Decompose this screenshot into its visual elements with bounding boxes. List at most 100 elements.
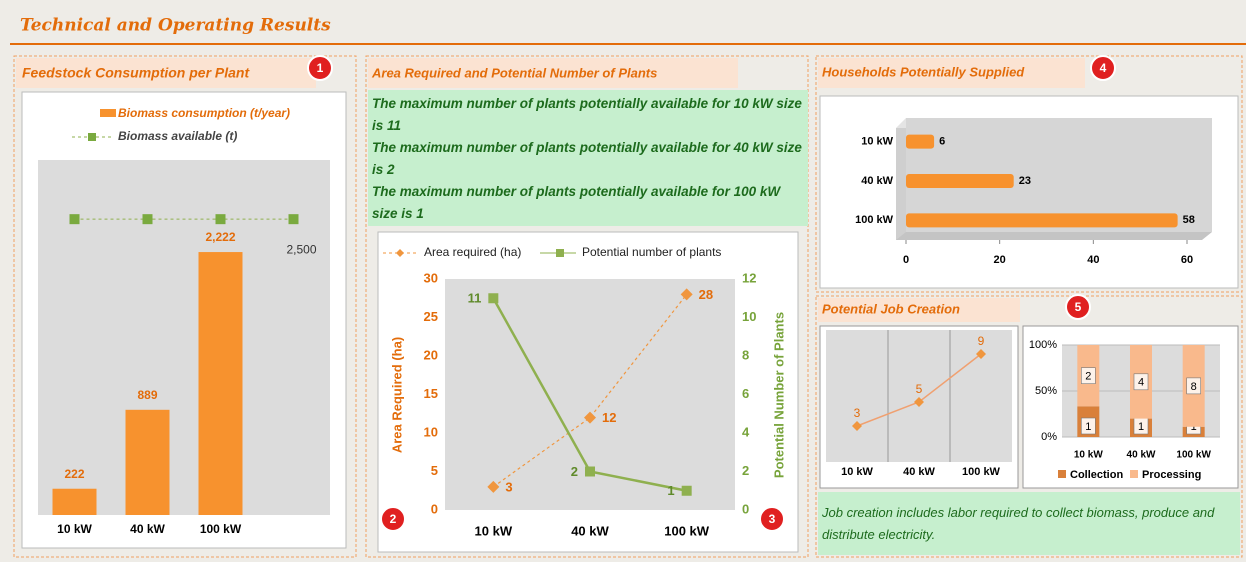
legend-swatch [100,109,116,117]
marker [69,214,80,225]
data-label: 2,222 [205,230,235,244]
y-tick-label: 50% [1035,385,1057,397]
marker [487,480,500,493]
data-label: 1 [1085,421,1091,433]
x-tick-label: 0 [903,254,909,266]
y2-tick-label: 4 [742,424,750,439]
data-label: 9 [978,334,985,348]
x-tick-label: 40 kW [903,466,935,478]
bar [125,409,170,515]
y-tick-label: 10 [424,424,438,439]
legend-label: Biomass available (t) [118,129,237,143]
note-line: The maximum number of plants potentially… [372,96,802,133]
data-label: 1 [1191,421,1197,433]
badge [759,506,785,532]
legend-marker [88,133,96,141]
x-tick-label: 20 [994,254,1006,266]
plot-area [38,160,330,515]
y-tick-label: 0% [1041,431,1057,443]
jobs-note: Job creation includes labor required to … [818,492,1240,555]
bar [198,252,243,515]
line [492,294,688,488]
data-label: 222 [64,467,84,481]
plot-floor [896,232,1212,240]
marker [680,288,693,301]
x-tick-label: 100 kW [1176,450,1211,461]
y2-tick-label: 10 [742,309,756,324]
badge [307,55,333,81]
y-tick-label: 40 kW [861,175,893,187]
x-tick-label: 40 kW [1127,450,1156,461]
bar [906,134,935,149]
y2-axis-title: Potential Number of Plants [771,312,786,478]
bar [906,174,1014,188]
panel [815,295,1243,558]
y2-tick-label: 6 [742,386,749,401]
badge [1090,55,1116,81]
data-label: 2 [571,464,578,479]
legend-label: Biomass consumption (t/year) [118,106,290,120]
data-label: 12 [602,410,616,425]
data-label: 3 [505,479,512,494]
y-tick-label: 100% [1029,339,1057,351]
x-tick-label: 10 kW [475,523,513,538]
section-title: Feedstock Consumption per Plant [22,65,250,81]
panel [815,55,1243,293]
y-tick-label: 15 [424,386,438,401]
x-tick-label: 40 kW [571,523,609,538]
marker [852,421,862,431]
x-tick-label: 10 kW [57,522,92,536]
data-label: 2,500 [286,242,316,256]
section-title-box [16,58,316,88]
marker [976,349,986,359]
marker [681,485,692,496]
legend-label: Area required (ha) [424,245,521,259]
data-label: 4 [1138,377,1144,389]
y2-tick-label: 0 [742,501,749,516]
x-tick-label: 10 kW [1074,450,1103,461]
y-tick-label: 30 [424,270,438,285]
note-line: The maximum number of plants potentially… [372,140,802,177]
y-tick-label: 25 [424,309,438,324]
x-tick-label: 100 kW [200,522,242,536]
section-title: Households Potentially Supplied [822,64,1025,79]
data-label-box [1133,373,1149,391]
badge-number: 2 [390,512,397,526]
marker [584,411,596,424]
data-label: 1 [667,483,674,498]
data-label: 889 [137,388,157,402]
plants-note: The maximum number of plants potentially… [368,90,808,226]
note-text: Job creation includes labor required to … [822,505,1215,542]
section-title: Area Required and Potential Number of Pl… [371,65,657,80]
legend-marker [556,249,564,257]
marker [585,466,595,477]
legend-marker [396,249,404,257]
x-tick-label: 100 kW [664,523,710,538]
note-line: The maximum number of plants potentially… [372,184,781,221]
badge-number: 1 [317,61,324,75]
section-title-box [368,58,738,88]
x-tick-label: 10 kW [841,466,873,478]
y2-tick-label: 8 [742,347,749,362]
section-title-box [818,298,1020,322]
marker [488,293,499,304]
data-label: 23 [1019,175,1031,187]
badge-number: 3 [769,512,776,526]
page-title: Technical and Operating Results [20,16,331,36]
panel [365,55,809,558]
y-axis-title: Area Required (ha) [389,337,404,453]
badge-number: 5 [1075,300,1082,314]
data-label: 8 [1191,381,1197,393]
data-label: 6 [939,136,945,148]
marker [914,397,924,407]
legend-label: Collection [1070,469,1123,481]
x-tick-label: 40 [1087,254,1099,266]
x-tick-label: 100 kW [962,466,1001,478]
badge [1065,294,1091,320]
badge [380,506,406,532]
badge-number: 4 [1100,61,1107,75]
plot-wall [896,128,906,240]
data-label: 58 [1183,214,1195,226]
marker [215,214,226,225]
